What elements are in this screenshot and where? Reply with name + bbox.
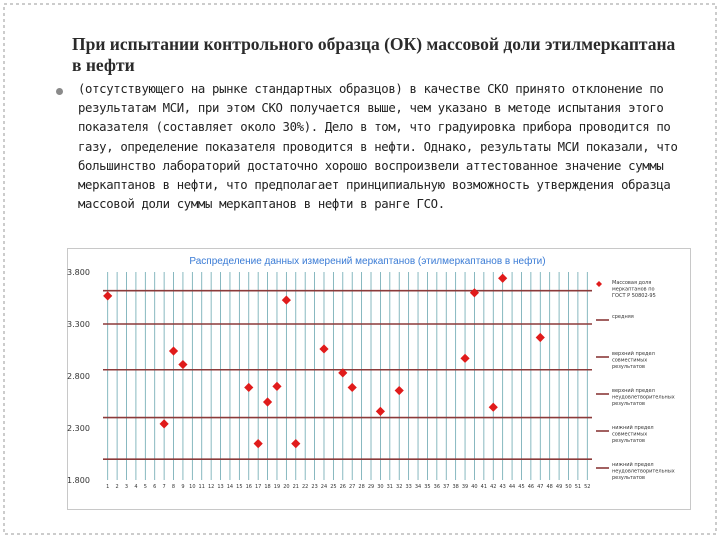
x-tick-label: 36 — [434, 484, 440, 490]
x-tick-label: 40 — [471, 484, 477, 490]
x-tick-label: 49 — [556, 484, 562, 490]
x-tick-label: 37 — [443, 484, 449, 490]
x-tick-label: 52 — [584, 484, 590, 490]
x-tick-label: 27 — [349, 484, 355, 490]
legend-label: Массовая доля меркаптанов по ГОСТ Р 50802-… — [612, 280, 656, 299]
data-point — [262, 397, 273, 407]
x-tick-label: 20 — [283, 484, 289, 490]
x-tick-label: 1 — [106, 484, 109, 490]
x-tick-label: 18 — [264, 484, 270, 490]
x-tick-label: 45 — [518, 484, 524, 490]
x-tick-label: 33 — [405, 484, 411, 490]
y-tick-label: 2.300 — [67, 424, 90, 433]
chart-container: Распределение данных измерений меркаптан… — [67, 248, 691, 510]
y-tick-label: 1.800 — [67, 476, 90, 485]
legend-label: верхний предел совместимых результатов — [612, 350, 655, 370]
x-tick-label: 35 — [424, 484, 430, 490]
x-tick-label: 4 — [134, 484, 137, 490]
data-point — [488, 402, 498, 412]
x-tick-label: 10 — [189, 484, 195, 490]
y-tick-label: 3.800 — [67, 268, 90, 277]
x-tick-label: 16 — [246, 484, 252, 490]
x-tick-label: 41 — [481, 484, 487, 490]
x-tick-label: 2 — [116, 484, 119, 490]
x-tick-label: 11 — [199, 484, 205, 490]
data-point — [498, 273, 508, 283]
scatter-chart: Распределение данных измерений меркаптан… — [67, 248, 691, 510]
x-tick-label: 31 — [387, 484, 393, 490]
data-point — [535, 332, 545, 343]
chart-frame — [67, 248, 691, 510]
x-tick-label: 13 — [217, 484, 223, 490]
x-tick-label: 23 — [311, 484, 317, 490]
x-tick-label: 19 — [274, 484, 280, 490]
x-tick-label: 32 — [396, 484, 402, 490]
x-tick-label: 43 — [499, 484, 505, 490]
x-tick-label: 38 — [452, 484, 458, 490]
x-tick-label: 22 — [302, 484, 308, 490]
legend-label: верхний предел неудовлетворительных резуль… — [612, 387, 675, 407]
x-tick-label: 46 — [528, 484, 534, 490]
x-tick-label: 25 — [330, 484, 336, 490]
x-tick-label: 50 — [565, 484, 571, 490]
x-tick-label: 12 — [208, 484, 214, 490]
legend-label: нижний предел неудовлетворительных результ… — [612, 461, 675, 481]
slide-paragraph: (отсутствующего на рынке стандартных обр… — [78, 82, 678, 212]
legend-label: нижний предел совместимых результатов — [612, 424, 654, 444]
data-point — [244, 382, 254, 393]
x-tick-label: 24 — [321, 484, 327, 490]
legend-marker-swatch — [596, 281, 602, 287]
legend-label: средняя — [612, 314, 634, 320]
x-tick-label: 7 — [163, 484, 166, 490]
bullet-icon — [56, 88, 63, 95]
x-tick-label: 42 — [490, 484, 496, 490]
x-tick-label: 9 — [181, 484, 184, 490]
x-tick-label: 39 — [462, 484, 468, 490]
x-tick-label: 17 — [255, 484, 261, 490]
data-point — [347, 382, 357, 393]
data-point — [394, 385, 404, 396]
x-tick-label: 6 — [153, 484, 156, 490]
data-point — [460, 353, 470, 363]
x-tick-label: 48 — [546, 484, 552, 490]
data-point — [338, 368, 348, 378]
x-tick-label: 15 — [236, 484, 242, 490]
chart-title: Распределение данных измерений меркаптан… — [189, 255, 545, 267]
x-tick-label: 8 — [172, 484, 175, 490]
data-point — [281, 295, 291, 305]
x-tick-label: 34 — [415, 484, 421, 490]
y-tick-label: 3.300 — [67, 320, 90, 329]
x-tick-label: 51 — [575, 484, 581, 490]
x-tick-label: 29 — [368, 484, 374, 490]
x-tick-label: 30 — [377, 484, 383, 490]
data-point — [178, 359, 188, 370]
x-tick-label: 28 — [358, 484, 364, 490]
x-tick-label: 47 — [537, 484, 543, 490]
slide-title: При испытании контрольного образца (ОК) … — [72, 34, 676, 75]
x-tick-label: 5 — [144, 484, 147, 490]
x-tick-label: 21 — [293, 484, 299, 490]
x-tick-label: 14 — [227, 484, 233, 490]
x-tick-label: 44 — [509, 484, 515, 490]
data-point — [159, 419, 169, 429]
y-tick-label: 2.800 — [67, 372, 90, 381]
x-tick-label: 26 — [340, 484, 346, 490]
x-tick-label: 3 — [125, 484, 128, 490]
